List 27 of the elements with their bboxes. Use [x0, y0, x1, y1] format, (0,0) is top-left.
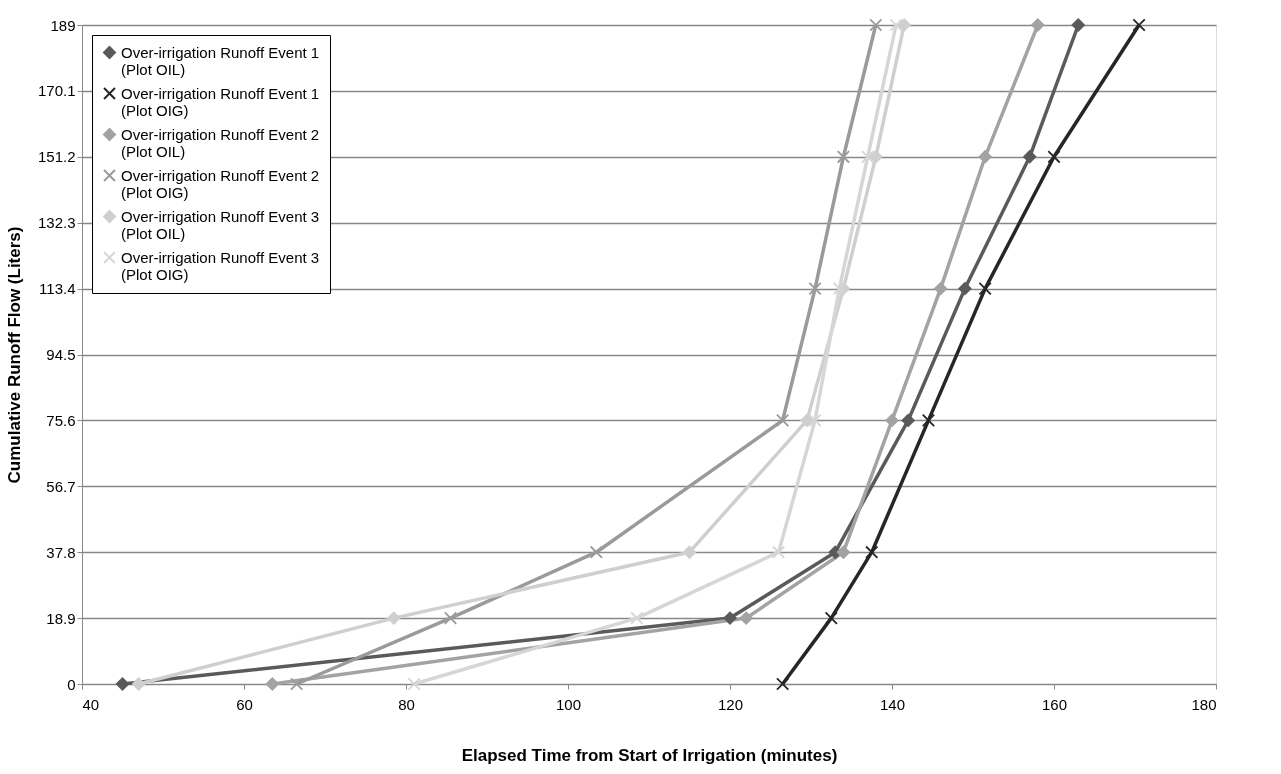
legend-label: Over-irrigation Runoff Event 3 (Plot OIL)	[121, 207, 320, 242]
y-tick-label: 56.7	[46, 477, 76, 495]
x-tick-label: 160	[1041, 695, 1068, 713]
y-axis-title: Cumulative Runoff Flow (Liters)	[4, 226, 24, 484]
x-axis-title: Elapsed Time from Start of Irrigation (minutes)	[461, 745, 838, 765]
legend-label: Over-irrigation Runoff Event 1 (Plot OIL)	[121, 43, 320, 78]
y-tick-label: 75.6	[46, 411, 76, 429]
x-tick-label: 40	[82, 695, 100, 713]
x-tick-label: 100	[555, 695, 582, 713]
x-tick-label: 80	[398, 695, 415, 713]
y-tick-label: 132.3	[37, 214, 76, 232]
y-tick-label: 113.4	[39, 280, 76, 298]
legend-label: Over-irrigation Runoff Event 2 (Plot OIG)	[121, 166, 320, 201]
y-tick-label: 189	[50, 16, 76, 34]
legend-label: Over-irrigation Runoff Event 1 (Plot OIG)	[121, 84, 320, 119]
legend-label: Over-irrigation Runoff Event 2 (Plot OIL)	[121, 125, 320, 160]
y-tick-label: 151.2	[37, 148, 76, 166]
x-tick-label: 180	[1191, 695, 1217, 713]
y-tick-label: 170.1	[37, 82, 76, 100]
legend-label: Over-irrigation Runoff Event 3 (Plot OIG)	[121, 248, 320, 283]
x-tick-label: 120	[717, 695, 744, 713]
y-tick-label: 18.9	[46, 609, 76, 627]
y-tick-label: 37.8	[46, 543, 76, 561]
x-tick-label: 60	[236, 695, 253, 713]
x-tick-label: 140	[879, 695, 906, 713]
y-tick-label: 94.5	[46, 346, 76, 363]
y-tick-label: 0	[67, 675, 76, 693]
